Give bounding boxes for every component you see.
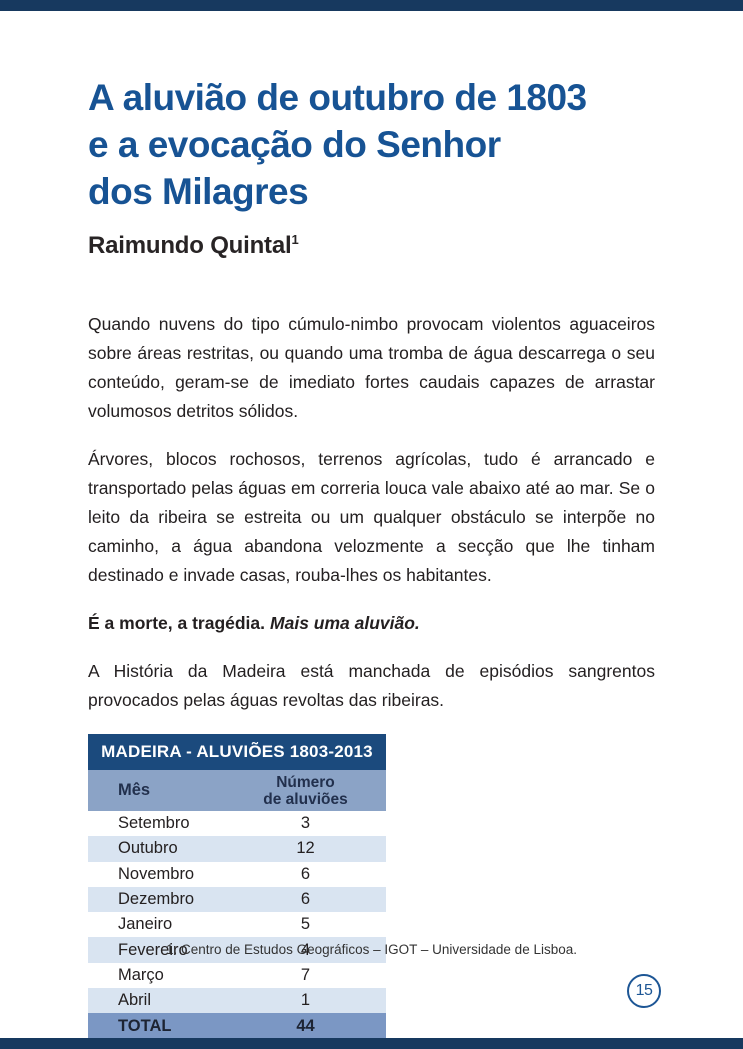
count-cell: 6 [300, 890, 311, 909]
emphasis-bold-italic: Mais uma aluvião. [270, 613, 420, 633]
month-cell: Dezembro [118, 890, 195, 909]
count-cell: 12 [296, 839, 315, 858]
author-footnote-ref: 1 [291, 232, 299, 247]
table-row: Outubro 12 [88, 836, 386, 862]
count-cell: 4 [300, 940, 311, 959]
page-number: 15 [635, 982, 653, 999]
paragraph-1: Quando nuvens do tipo cúmulo-nimbo provo… [88, 314, 655, 421]
month-cell: Janeiro [118, 915, 173, 934]
column-header-count: Número de aluviões [233, 774, 378, 808]
paragraph-2: Árvores, blocos rochosos, terrenos agríc… [88, 449, 655, 585]
table-title: MADEIRA - ALUVIÕES 1803-2013 [88, 734, 386, 770]
count-cell: 3 [300, 814, 311, 833]
total-value: 44 [296, 1017, 315, 1036]
table-row: Abril 1 [88, 988, 386, 1014]
title-line-3: dos Milagres [88, 171, 309, 212]
table-row: Setembro 3 [88, 811, 386, 837]
month-cell: Setembro [118, 814, 190, 833]
total-label: TOTAL [118, 1017, 172, 1036]
table-row: Março 7 [88, 962, 386, 989]
count-cell: 5 [300, 915, 311, 934]
page-number-badge: 15 [627, 974, 661, 1008]
month-cell: Novembro [118, 864, 195, 883]
table-total-row: TOTAL 44 [88, 1013, 386, 1041]
aluvioes-table: MADEIRA - ALUVIÕES 1803-2013 Mês Número … [88, 734, 386, 1041]
paragraph-3: A História da Madeira está manchada de e… [88, 661, 655, 710]
emphasis-bold: É a morte, a tragédia. [88, 613, 266, 633]
count-cell: 1 [300, 991, 311, 1010]
column-header-count-line1: Número [276, 773, 335, 791]
count-cell: 6 [300, 864, 311, 883]
article-content: A aluvião de outubro de 1803 e a evocaçã… [88, 0, 655, 1041]
title-line-2: e a evocação do Senhor [88, 124, 501, 165]
column-header-count-line2: de aluviões [263, 790, 348, 808]
emphasis-line: É a morte, a tragédia. Mais uma aluvião. [88, 609, 655, 638]
column-header-month: Mês [118, 781, 151, 799]
month-cell: Fevereiro [118, 940, 188, 959]
month-cell: Outubro [118, 839, 178, 858]
table-row: Dezembro 6 [88, 886, 386, 913]
table-row: Fevereiro 4 [88, 937, 386, 963]
footnote: 1. Centro de Estudos Geográficos – IGOT … [166, 942, 577, 957]
table-row: Janeiro 5 [88, 912, 386, 938]
top-edge-bar [0, 0, 743, 11]
bottom-edge-bar [0, 1038, 743, 1049]
aluvioes-table-rows: Setembro 3 Outubro 12 Novembro 6 Dezembro 6 Jane… [88, 811, 386, 1014]
body-copy: Quando nuvens do tipo cúmulo-nimbo provo… [88, 310, 655, 715]
table-row: Novembro 6 [88, 861, 386, 887]
title-line-1: A aluvião de outubro de 1803 [88, 77, 587, 118]
author-text: Raimundo Quintal [88, 232, 292, 259]
author-name: Raimundo Quintal1 [88, 232, 655, 260]
count-cell: 7 [300, 965, 311, 984]
article-title: A aluvião de outubro de 1803 e a evocaçã… [88, 74, 655, 215]
month-cell: Março [118, 965, 164, 984]
month-cell: Abril [118, 991, 152, 1010]
table-header-row: Mês Número de aluviões [88, 770, 386, 811]
